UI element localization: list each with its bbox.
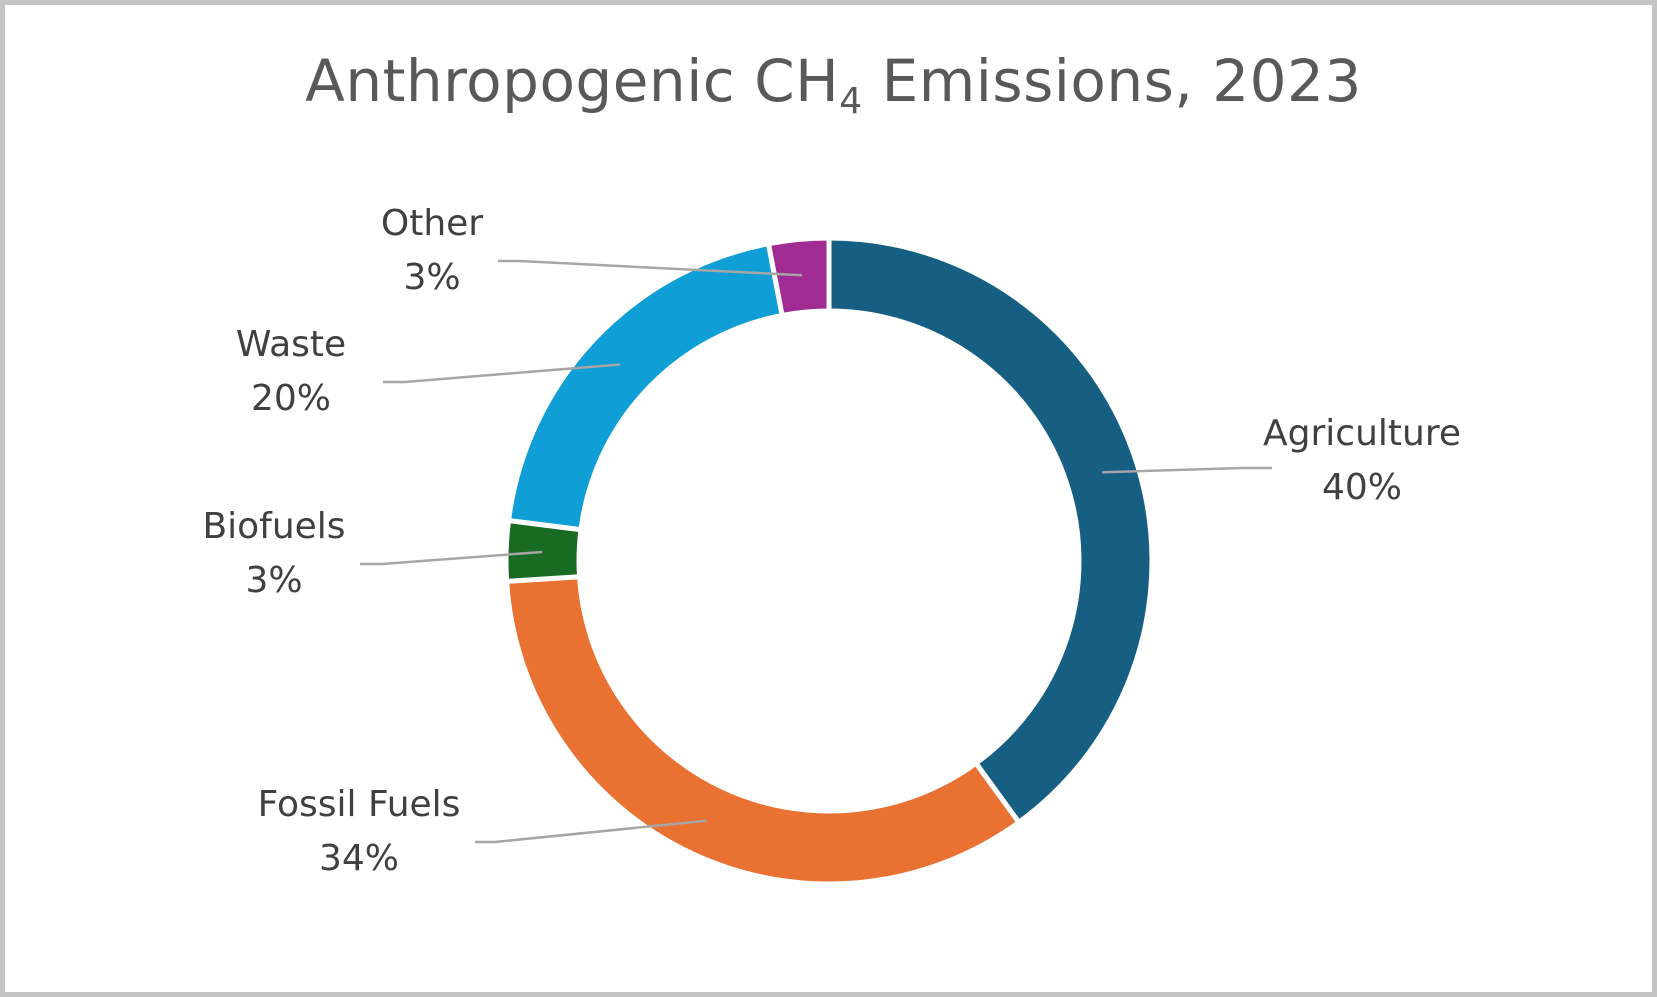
label-value-agriculture: 40% [1322,467,1402,508]
chart-title: Anthropogenic CH4 Emissions, 2023 [5,47,1657,120]
donut-slices [503,235,1155,887]
label-name-agriculture: Agriculture [1263,413,1461,454]
label-name-fossil-fuels: Fossil Fuels [258,784,461,825]
label-value-fossil-fuels: 34% [319,838,399,879]
leader-line-biofuels [360,550,543,566]
slice-other [765,235,832,319]
label-name-other: Other [381,203,483,244]
slice-agriculture [826,235,1155,826]
chart-title-main: Anthropogenic CH [305,47,840,115]
chart-title-subscript: 4 [839,81,863,122]
slice-waste [505,240,786,533]
label-name-biofuels: Biofuels [202,506,345,547]
chart-title-suffix: Emissions, 2023 [862,47,1362,115]
label-name-waste: Waste [236,324,346,365]
label-value-other: 3% [403,257,460,298]
slice-fossil-fuels [503,574,1023,887]
label-value-biofuels: 3% [245,560,302,601]
data-labels: Agriculture 40% Fossil Fuels 34% Biofuels 3% W… [202,203,1461,879]
leader-line-fossil-fuels [475,819,707,844]
label-value-waste: 20% [251,378,331,419]
leader-line-other [498,259,803,277]
leader-lines [360,259,1272,844]
leader-line-waste [383,363,620,384]
leader-line-agriculture [1101,466,1272,474]
